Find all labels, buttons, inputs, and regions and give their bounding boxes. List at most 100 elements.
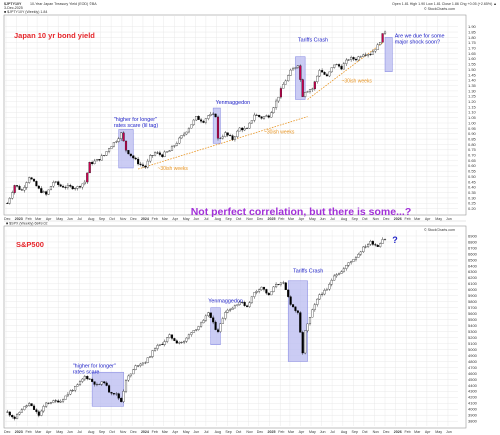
bottom-annotation-0: "higher for longer" rates scare [73,363,116,375]
top-candle-body-19 [52,182,55,187]
bottom-candle-136 [335,273,338,278]
bottom-candle-body-123 [304,330,307,354]
top-candle-body-97 [241,127,244,131]
bottom-candle-body-122 [301,332,304,354]
bottom-xtick-34: Oct [362,430,368,434]
bottom-xtick-39: Mar [414,430,421,434]
bottom-xtick-37: 2026 [394,430,402,434]
bottom-ytick-28: 4100 [468,401,478,406]
bottom-candle-15 [42,404,45,413]
bottom-candle-85 [212,315,215,325]
top-candle-body-136 [335,64,338,66]
top-candle-body-85 [212,113,215,115]
bottom-xtick-9: Sep [99,430,105,434]
bottom-candle-18 [49,401,53,405]
top-candle-98 [243,125,246,132]
bottom-candle-body-136 [335,274,338,277]
top-candle-body-115 [284,80,287,85]
bottom-candle-27 [71,389,74,392]
bottom-ytick-15: 5400 [468,323,478,328]
top-candle-142 [350,55,353,62]
bottom-candle-72 [180,341,183,344]
top-candle-140 [345,58,348,67]
top-candle-52 [132,154,135,160]
top-ytick-28: 0.50 [468,174,477,179]
bottom-candle-body-108 [267,292,270,296]
bottom-candle-125 [308,317,312,326]
top-xtick-19: Jul [204,217,209,221]
top-candle-body-34 [88,162,91,174]
bottom-x-axis: Dec 2023 Feb Mar Apr May Jun Jul Aug Sep Oct Nov Dec… [4,430,452,434]
top-candle-body-5 [18,186,21,190]
top-candle-body-128 [316,75,319,82]
top-candle-body-75 [187,128,190,133]
top-chart-title: Japan 10 yr bond yield [14,31,95,40]
top-xtick-23: Nov [246,217,253,221]
bottom-candle-body-58 [146,357,149,363]
top-ytick-9: 1.45 [468,72,477,77]
top-candle-body-69 [173,145,176,147]
top-candle-body-54 [137,158,140,165]
top-xtick-41: May [435,217,442,221]
top-ytick-1: 1.85 [468,29,477,34]
bottom-candle-46 [117,392,120,401]
top-candle-24 [64,185,67,190]
bottom-candle-body-78 [195,329,198,331]
top-candle-body-106 [262,116,266,119]
top-candle-9 [28,176,31,184]
top-candle-118 [291,66,295,71]
bottom-xtick-1: 2023 [15,430,23,434]
top-candle-40 [103,155,106,157]
top-candle-body-49 [124,140,128,151]
top-candle-62 [156,150,159,155]
bottom-candle-117 [289,295,292,306]
bottom-candle-body-147 [362,246,365,253]
bottom-candle-body-56 [141,362,144,365]
bottom-xtick-10: Oct [109,430,115,434]
bottom-xtick-33: Sep [352,430,358,434]
top-ytick-18: 1.00 [468,120,477,125]
bottom-ytick-3: 6600 [468,251,478,256]
top-candle-43 [110,146,113,149]
top-candle-body-60 [151,155,154,156]
top-candle-body-81 [202,120,205,123]
top-candle-2 [11,190,14,200]
bottom-candle-body-61 [154,348,157,351]
bottom-xtick-2: Feb [25,430,31,434]
top-xtick-14: Feb [152,217,158,221]
top-candle-body-42 [108,148,111,152]
top-candle-body-103 [255,114,258,116]
bottom-candle-body-89 [221,318,224,324]
top-ytick-31: 0.35 [468,190,477,195]
bottom-gridlines [4,230,458,426]
top-candle-54 [137,156,140,166]
top-candle-95 [236,129,239,139]
bottom-ytick-12: 5700 [468,305,478,310]
top-candle-body-114 [282,84,285,89]
bottom-candle-body-141 [347,262,350,266]
top-xtick-32: Aug [341,217,347,221]
top-candle-body-43 [110,146,113,149]
top-candle-body-131 [323,72,326,75]
bottom-candle-body-111 [275,284,278,288]
bottom-candle-105 [260,286,263,291]
ohlc-readout: Open 1.81 High 1.90 Low 1.81 Close 1.86 … [392,2,497,6]
top-xtick-24: Dec [257,217,264,221]
top-candle-63 [158,150,161,157]
bottom-ytick-17: 5200 [468,335,478,340]
top-candle-38 [98,159,101,162]
top-candle-85 [212,112,215,116]
top-candle-131 [323,71,326,76]
top-candle-79 [197,115,200,120]
bottom-candle-62 [156,343,159,351]
top-candle-body-2 [11,192,14,199]
bottom-candle-152 [374,243,377,247]
bottom-candle-body-28 [74,386,77,391]
bottom-ytick-13: 5600 [468,311,478,316]
top-candle-151 [371,49,374,55]
top-candle-body-72 [180,135,183,139]
top-candle-90 [224,131,227,138]
bottom-candle-body-148 [364,246,367,248]
bottom-candle-146 [359,250,362,257]
top-candle-body-133 [328,71,331,77]
